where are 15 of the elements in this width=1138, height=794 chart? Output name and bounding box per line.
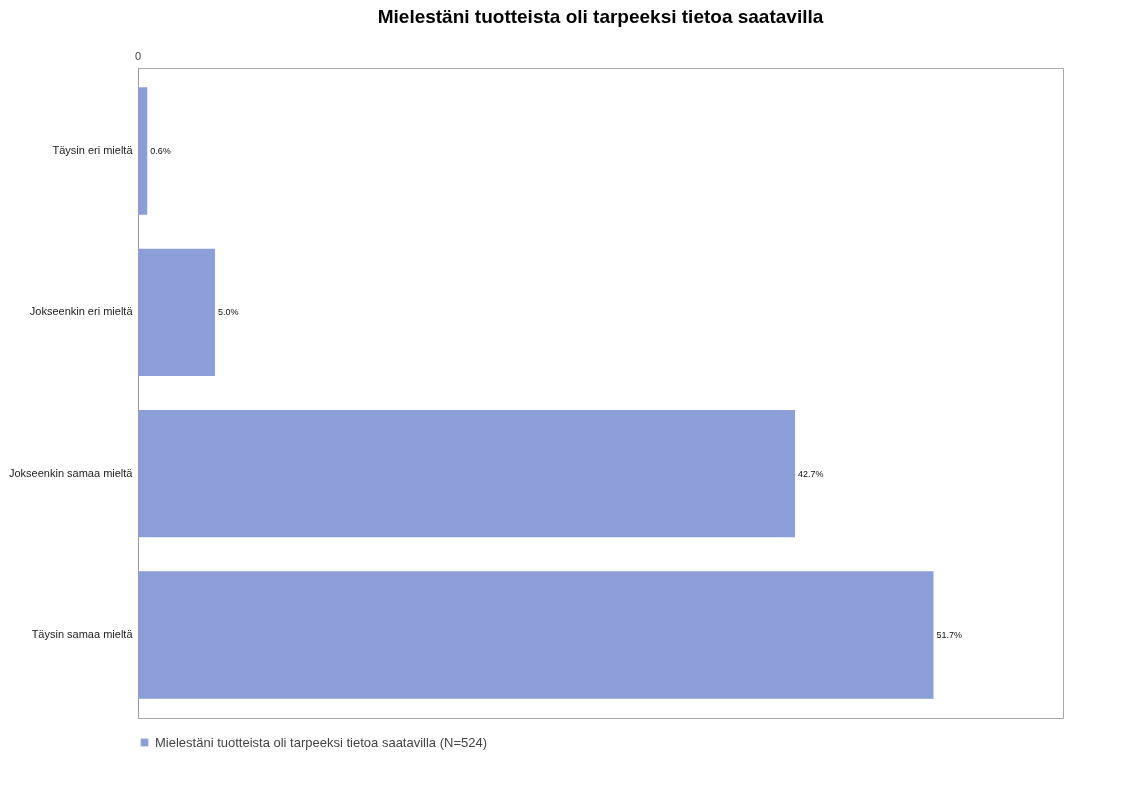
y-tick-label: Täysin eri mieltä xyxy=(52,144,134,157)
y-tick-label: Jokseenkin samaa mieltä xyxy=(8,466,134,479)
data-label: 5.0% xyxy=(217,307,239,318)
text: 0 xyxy=(134,50,142,62)
bar xyxy=(138,248,215,377)
data-label: 51.7% xyxy=(936,629,963,640)
bar xyxy=(138,409,796,538)
bar xyxy=(138,87,148,215)
y-tick-label: Täysin samaa mieltä xyxy=(31,627,134,640)
chart-title: Mielestäni tuotteista oli tarpeeksi tietoa saatavilla xyxy=(377,6,824,27)
data-label: 0.6% xyxy=(150,146,171,157)
legend-label: Mielestäni tuotteista oli tarpeeksi tietoa saatavilla (N=524) xyxy=(155,734,488,750)
bar xyxy=(138,571,934,699)
data-label: 42.7% xyxy=(798,468,824,479)
y-tick-label: Jokseenkin eri mieltä xyxy=(29,305,134,318)
